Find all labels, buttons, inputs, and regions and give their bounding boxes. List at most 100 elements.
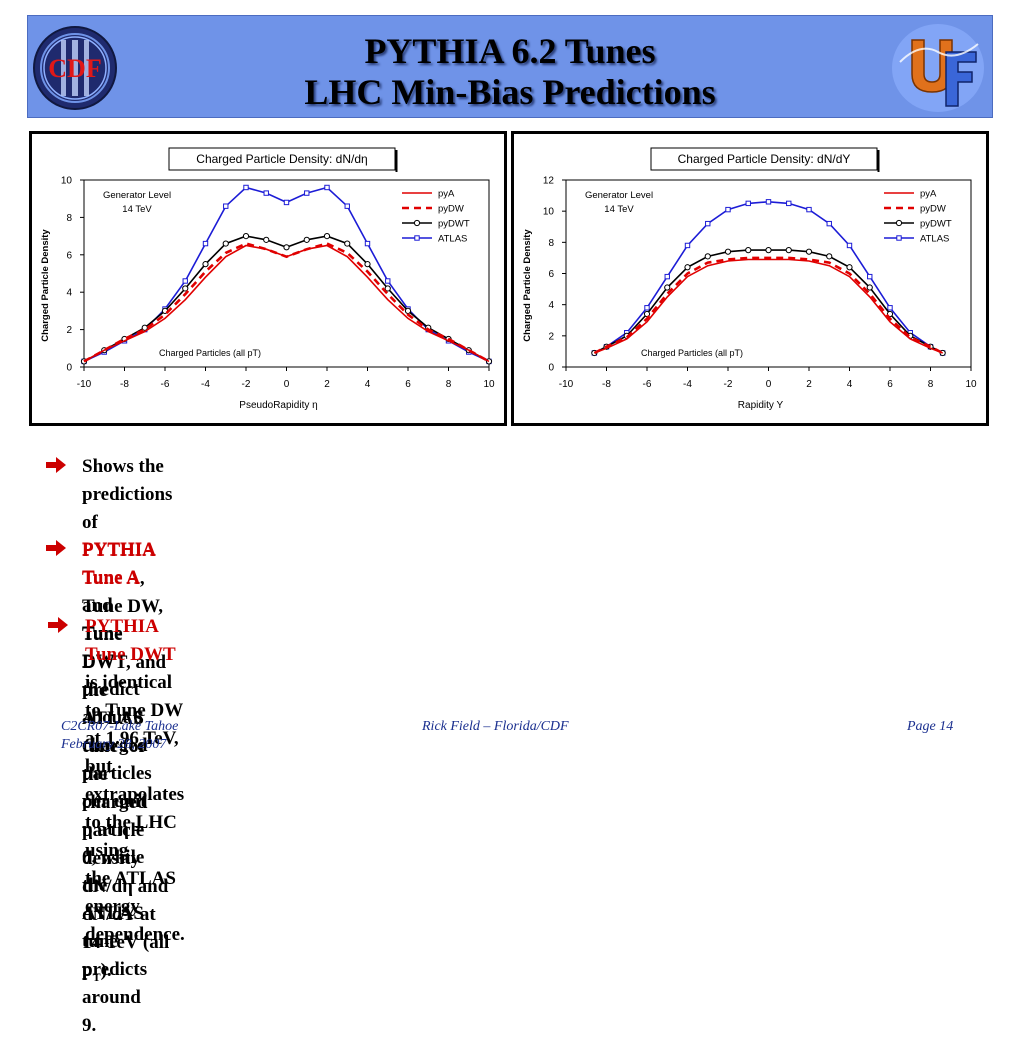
bullet-highlight: PYTHIA Tune A xyxy=(82,540,155,589)
chart1-y-tick-label: 10 xyxy=(61,176,73,187)
chart2-series-pydwt-point xyxy=(664,284,671,291)
chart1-series-atlas-point xyxy=(385,278,391,284)
chart2-series-atlas-point xyxy=(826,220,832,227)
chart1-x-tick-label: 2 xyxy=(324,379,330,390)
chart2-series-pydwt-point xyxy=(684,264,691,271)
chart1-x-tick-label: -10 xyxy=(77,379,92,390)
chart2-legend-pya-label: pyA xyxy=(920,189,937,200)
chart2-series-atlas-point xyxy=(684,242,691,249)
chart2-y-tick-label: 10 xyxy=(543,207,555,218)
chart2-series-atlas-point xyxy=(644,305,650,311)
chart2-legend-pydwt-label: pyDWT xyxy=(920,219,952,230)
chart1-series-pydwt-point xyxy=(182,285,189,292)
chart-panel-right: Charged Particle Density: dN/dY 0 2 4 6 8 10 12… xyxy=(511,131,989,426)
chart1-title: Charged Particle Density: dN/dη xyxy=(196,152,367,166)
chart-panel-left: Charged Particle Density: dN/dη 0 2 4 6 8 10 -1… xyxy=(29,131,507,426)
chart1-series-pydw xyxy=(83,242,490,363)
chart1-y-tick-label: 2 xyxy=(66,325,72,336)
chart1-series-atlas-point xyxy=(223,203,229,209)
chart2-series-pydw xyxy=(593,256,944,355)
chart2-series-atlas-point xyxy=(846,242,853,249)
chart1-series-pydwt-point xyxy=(384,285,391,292)
chart1-series-atlas-point xyxy=(324,184,330,191)
chart1-title-box xyxy=(168,147,396,171)
chart2-series-pydwt-point xyxy=(765,247,772,254)
chart1-series-pydwt-point xyxy=(344,240,351,247)
chart1-x-tick-label: -8 xyxy=(120,379,129,390)
chart1-series-pydwt-point xyxy=(303,236,310,243)
uf-logo-icon xyxy=(890,22,986,114)
chart2-x-tick-label: -4 xyxy=(683,379,692,390)
chart1-series-pydwt-point xyxy=(364,261,371,268)
chart2-x-axis-label: Rapidity Y xyxy=(738,400,784,411)
chart1-annotation-generator-level: Generator Level xyxy=(103,190,171,201)
bullet-3-line2: the ATLAS energy dependence. xyxy=(85,868,185,945)
chart1-y-tick-label: 8 xyxy=(66,213,72,224)
chart1-series-atlas-point xyxy=(263,190,269,196)
bullet-highlight: PYTHIA Tune A xyxy=(82,539,155,588)
chart1-y-tick-label: 6 xyxy=(66,250,72,261)
chart2-series-atlas-point xyxy=(745,200,751,207)
chart2-series-atlas-point xyxy=(887,305,893,311)
chart2-series-pydwt xyxy=(594,249,944,354)
chart2-series-pydwt-point xyxy=(805,248,813,255)
chart1-x-tick-label: 4 xyxy=(365,379,371,390)
chart2-series-pydwt-point xyxy=(866,284,873,291)
footer-page-number: Page 14 xyxy=(907,719,954,734)
chart1-series-atlas-point xyxy=(202,240,209,247)
chart1-x-tick-label: 6 xyxy=(405,379,411,390)
cdf-logo-icon: CDF xyxy=(28,24,122,112)
chart2-series-pydwt-point xyxy=(846,264,853,271)
chart1-series-atlas-point xyxy=(344,203,350,209)
chart1-annotation-charged-particles: Charged Particles (all pT) xyxy=(159,348,261,358)
chart1-series-atlas-point xyxy=(182,278,188,284)
chart2-y-tick-label: 8 xyxy=(548,238,554,249)
chart1-x-tick-label: -2 xyxy=(242,379,251,390)
chart2-series-pydwt-point xyxy=(745,247,752,254)
cdf-logo-text: CDF xyxy=(48,54,101,83)
chart1-legend-atlas-marker xyxy=(414,235,420,241)
chart2-x-tick-label: 4 xyxy=(847,379,853,390)
chart2-x-tick-label: 10 xyxy=(965,379,977,390)
chart1-annotation-energy: 14 TeV xyxy=(122,204,152,215)
chart1-legend-pydwt-label: pyDWT xyxy=(438,219,470,230)
title-banner: CDF PYTHIA 6.2 Tunes LHC Min-Bias Predic… xyxy=(27,15,993,118)
chart2-legend-pydwt-marker xyxy=(895,219,903,227)
slide-title-line2: LHC Min-Bias Predictions xyxy=(304,72,716,112)
chart2-title-box xyxy=(650,147,878,171)
chart1-series-pydwt-point xyxy=(323,233,331,240)
chart-left: Charged Particle Density: dN/dη 0 2 4 6 8 10 -1… xyxy=(40,147,495,411)
chart2-series-atlas-point xyxy=(867,273,873,280)
chart2-y-tick-label: 0 xyxy=(548,363,554,374)
chart2-series-atlas-point xyxy=(765,199,772,205)
chart1-series-pydwt-point xyxy=(222,240,229,247)
chart2-annotation-energy: 14 TeV xyxy=(604,204,634,215)
chart1-series-atlas-point xyxy=(304,190,310,196)
chart2-legend-atlas-label: ATLAS xyxy=(920,234,949,245)
chart1-legend-pya-label: pyA xyxy=(438,189,455,200)
chart1-series-pydwt-point xyxy=(202,261,209,268)
chart1-series-pydwt-point xyxy=(242,233,250,240)
chart2-y-axis-label: Charged Particle Density xyxy=(522,229,533,342)
chart1-series-pya xyxy=(83,244,490,363)
footer-conference: C2CR07-Lake Tahoe xyxy=(61,719,179,734)
chart2-series-pydwt-point xyxy=(724,248,732,255)
chart1-series-atlas-point xyxy=(364,240,371,247)
chart2-x-tick-label: -8 xyxy=(602,379,611,390)
chart1-series-pydwt-point xyxy=(283,244,290,251)
chart1-x-tick-label: 0 xyxy=(284,379,290,390)
footer-author: Rick Field – Florida/CDF xyxy=(422,719,569,734)
chart2-x-tick-label: -10 xyxy=(559,379,574,390)
chart2-series-atlas-point xyxy=(705,220,711,227)
chart1-y-tick-label: 4 xyxy=(66,288,72,299)
right-arrow-icon xyxy=(46,457,66,473)
chart2-y-tick-label: 12 xyxy=(543,176,555,187)
slide-title-line1: PYTHIA 6.2 Tunes xyxy=(364,31,656,71)
chart1-x-tick-label: -4 xyxy=(201,379,210,390)
chart2-series-pya xyxy=(594,258,943,354)
chart1-x-tick-label: 8 xyxy=(446,379,452,390)
chart2-y-tick-label: 6 xyxy=(548,269,554,280)
footer-date: February 28, 2007 xyxy=(61,737,167,752)
chart1-legend-atlas-label: ATLAS xyxy=(438,234,467,245)
chart2-legend-pydw-label: pyDW xyxy=(920,204,946,215)
